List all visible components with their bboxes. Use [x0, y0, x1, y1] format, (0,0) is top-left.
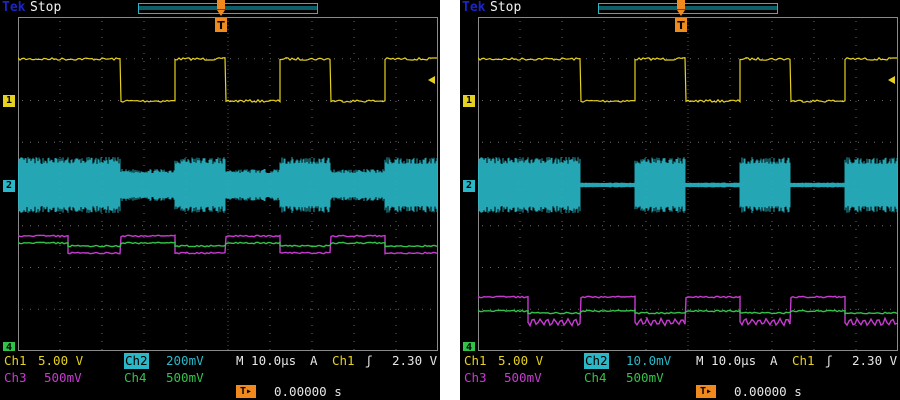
scope-screen-left: Tek Stop T 1 2 4 Ch1 5.00 V Ch2 200mV M …	[0, 0, 440, 400]
trigger-slope-icon: ʃ	[825, 353, 833, 368]
trigger-delay: 0.00000 s	[734, 384, 802, 399]
timebase: M 10.0µs	[696, 353, 757, 368]
ch1-label: Ch1	[464, 353, 487, 368]
trigger-delay-icon: T▸	[236, 385, 256, 398]
trigger-source: Ch1	[332, 353, 355, 368]
ch2-label: Ch2	[124, 353, 149, 369]
ch1-label: Ch1	[4, 353, 27, 368]
ch1-waveform	[18, 56, 437, 104]
trigger-level: 2.30 V	[852, 353, 898, 368]
svg-text:T: T	[217, 19, 225, 32]
ch1-ground-marker[interactable]: 1	[3, 95, 15, 107]
ch3-scale: 500mV	[44, 370, 82, 385]
ch2-waveform	[18, 157, 438, 213]
ch3-scale: 500mV	[504, 370, 542, 385]
trigger-level-arrow-icon[interactable]	[886, 75, 896, 85]
ch4-scale: 500mV	[626, 370, 664, 385]
ch3-waveform	[478, 295, 898, 328]
ch2-ground-marker[interactable]: 2	[463, 180, 475, 192]
waveform-graticule[interactable]	[478, 17, 898, 351]
ch2-scale: 200mV	[166, 353, 204, 368]
acquisition-status: Stop	[490, 0, 522, 15]
ch1-waveform	[478, 56, 897, 104]
record-window-indicator	[139, 6, 317, 10]
svg-text:T: T	[677, 19, 685, 32]
ch3-label: Ch3	[4, 370, 27, 385]
trigger-t-marker-icon[interactable]: T	[674, 0, 688, 34]
ch4-label: Ch4	[584, 370, 607, 385]
ch1-scale: 5.00 V	[38, 353, 84, 368]
timebase: M 10.0µs	[236, 353, 297, 368]
brand-logo: Tek	[462, 0, 486, 15]
record-window-indicator	[599, 6, 777, 10]
record-length-bar[interactable]	[598, 3, 778, 14]
ch4-waveform	[18, 241, 438, 248]
ch1-ground-marker[interactable]: 1	[463, 95, 475, 107]
waveform-graticule[interactable]	[18, 17, 438, 351]
trigger-source: Ch1	[792, 353, 815, 368]
acquisition-status: Stop	[30, 0, 62, 15]
trigger-slope-icon: ʃ	[365, 353, 373, 368]
scope-screen-right: Tek Stop T 1 2 4 Ch1 5.00 V Ch2 10.0mV M…	[460, 0, 900, 400]
ch2-scale: 10.0mV	[626, 353, 672, 368]
trigger-delay: 0.00000 s	[274, 384, 342, 399]
trigger-level: 2.30 V	[392, 353, 438, 368]
ch1-scale: 5.00 V	[498, 353, 544, 368]
ch3-waveform	[18, 234, 438, 255]
trigger-mode: A	[310, 353, 318, 368]
trigger-t-marker-icon[interactable]: T	[214, 0, 228, 34]
trigger-level-arrow-icon[interactable]	[426, 75, 436, 85]
ch3-label: Ch3	[464, 370, 487, 385]
brand-logo: Tek	[2, 0, 26, 15]
trigger-delay-icon: T▸	[696, 385, 716, 398]
trigger-mode: A	[770, 353, 778, 368]
ch2-ground-marker[interactable]: 2	[3, 180, 15, 192]
ch4-label: Ch4	[124, 370, 147, 385]
status-bar: Tek Stop T	[460, 0, 900, 32]
record-length-bar[interactable]	[138, 3, 318, 14]
readout-panel: Ch1 5.00 V Ch2 10.0mV M 10.0µs A Ch1 ʃ 2…	[460, 351, 900, 400]
ch2-label: Ch2	[584, 353, 609, 369]
ch4-waveform	[478, 309, 898, 315]
status-bar: Tek Stop T	[0, 0, 440, 32]
ch2-waveform	[478, 157, 898, 213]
readout-panel: Ch1 5.00 V Ch2 200mV M 10.0µs A Ch1 ʃ 2.…	[0, 351, 440, 400]
ch4-scale: 500mV	[166, 370, 204, 385]
